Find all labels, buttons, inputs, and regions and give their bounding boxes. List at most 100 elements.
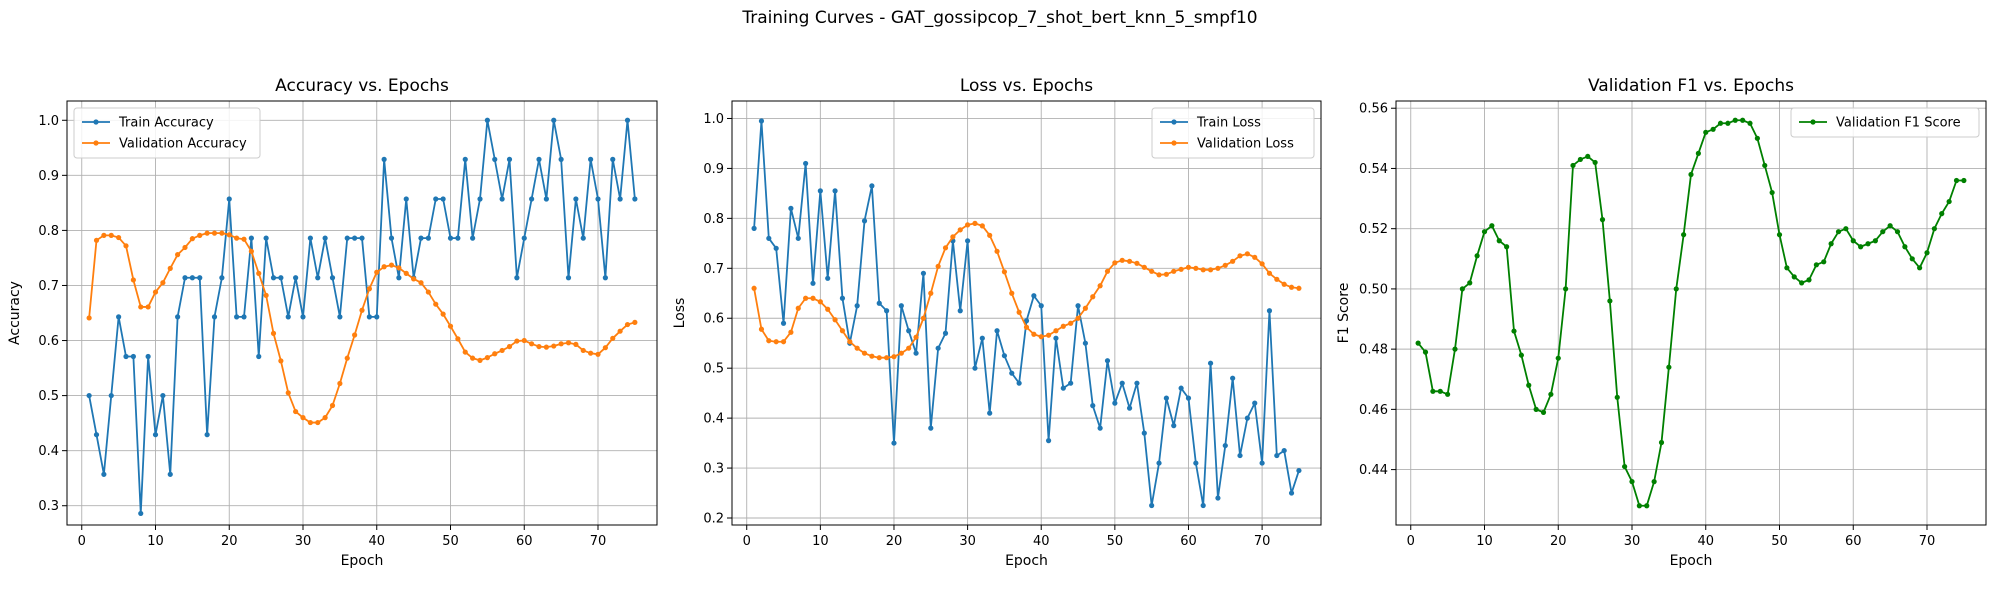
- data-point: [514, 338, 520, 344]
- data-point: [204, 230, 210, 236]
- series-line-2: [88, 232, 636, 424]
- plot-frame: [731, 100, 1322, 526]
- data-point: [1134, 380, 1140, 386]
- data-point: [226, 232, 232, 238]
- data-point: [329, 275, 336, 281]
- data-point: [1178, 266, 1184, 272]
- legend-label: Train Loss: [1196, 116, 1261, 131]
- data-point: [1946, 198, 1952, 205]
- x-axis-label: Epoch: [1670, 553, 1713, 569]
- series-line-2: [753, 222, 1300, 359]
- data-point: [506, 156, 513, 162]
- data-point: [1629, 479, 1635, 485]
- data-point: [632, 319, 638, 325]
- data-point: [293, 275, 299, 281]
- data-point: [1496, 238, 1502, 244]
- data-point: [1156, 272, 1162, 278]
- data-point: [359, 307, 365, 313]
- y-tick-label: 0.48: [1359, 343, 1388, 358]
- data-point: [278, 275, 284, 281]
- y-tick-label: 0.54: [1359, 162, 1388, 177]
- data-point: [1082, 305, 1088, 311]
- data-point: [263, 292, 269, 298]
- legend: Validation F1 Score: [1790, 107, 1980, 138]
- data-point: [204, 432, 210, 438]
- data-point: [551, 117, 557, 123]
- data-point: [1577, 156, 1583, 163]
- data-point: [898, 303, 904, 309]
- x-tick-label: 0: [743, 534, 751, 549]
- data-point: [1141, 264, 1147, 270]
- data-point: [891, 440, 897, 446]
- data-point: [920, 315, 927, 321]
- data-point: [788, 329, 794, 335]
- data-point: [123, 353, 129, 360]
- data-point: [1592, 159, 1598, 166]
- data-point: [1068, 380, 1074, 386]
- data-point: [1185, 264, 1192, 270]
- data-point: [773, 339, 779, 345]
- data-point: [1607, 298, 1613, 304]
- data-point: [455, 235, 461, 241]
- series-line-1: [88, 119, 636, 515]
- x-tick-label: 30: [959, 534, 976, 549]
- data-point: [462, 156, 468, 162]
- data-point: [1681, 232, 1687, 238]
- data-point: [1215, 265, 1221, 271]
- data-point: [1430, 388, 1436, 394]
- data-point: [256, 353, 262, 360]
- data-point: [1288, 490, 1295, 496]
- data-point: [780, 339, 787, 345]
- x-tick-label: 70: [1254, 534, 1271, 549]
- data-point: [440, 311, 446, 317]
- data-point: [189, 275, 195, 281]
- data-point: [624, 117, 631, 123]
- data-point: [322, 235, 328, 241]
- x-tick-label: 0: [78, 534, 86, 549]
- data-point: [1563, 286, 1569, 292]
- data-point: [1695, 150, 1701, 156]
- data-point: [884, 355, 890, 361]
- data-point: [788, 205, 794, 211]
- data-point: [1710, 126, 1716, 132]
- data-point: [101, 471, 107, 477]
- data-point: [152, 289, 159, 295]
- data-point: [130, 353, 136, 360]
- data-point: [1791, 274, 1797, 280]
- data-point: [602, 275, 608, 281]
- data-point: [366, 314, 372, 320]
- data-point: [248, 235, 254, 241]
- data-point: [1053, 328, 1059, 334]
- data-point: [876, 355, 882, 361]
- data-point: [1762, 162, 1768, 169]
- legend-box: [1790, 107, 1980, 138]
- data-point: [876, 300, 882, 306]
- data-point: [241, 236, 247, 242]
- data-point: [152, 432, 159, 438]
- data-point: [1031, 293, 1037, 299]
- data-point: [307, 235, 313, 241]
- data-point: [543, 196, 549, 202]
- x-tick-label: 10: [812, 534, 829, 549]
- data-point: [1555, 355, 1561, 361]
- data-point: [211, 314, 218, 320]
- data-point: [86, 392, 92, 399]
- data-point: [854, 303, 860, 309]
- data-point: [906, 328, 912, 334]
- data-point: [123, 243, 129, 249]
- data-point: [381, 156, 387, 162]
- data-point: [1207, 360, 1214, 366]
- data-point: [869, 183, 875, 189]
- y-tick-label: 0.56: [1359, 102, 1388, 117]
- data-point: [854, 345, 860, 351]
- y-tick-label: 0.4: [703, 412, 724, 427]
- data-point: [1599, 217, 1606, 223]
- data-point: [1415, 340, 1421, 346]
- data-point: [1784, 265, 1790, 271]
- data-point: [861, 218, 868, 224]
- data-point: [1023, 324, 1030, 330]
- data-point: [514, 275, 520, 281]
- data-point: [1924, 250, 1930, 256]
- data-point: [130, 277, 136, 283]
- data-point: [411, 276, 417, 282]
